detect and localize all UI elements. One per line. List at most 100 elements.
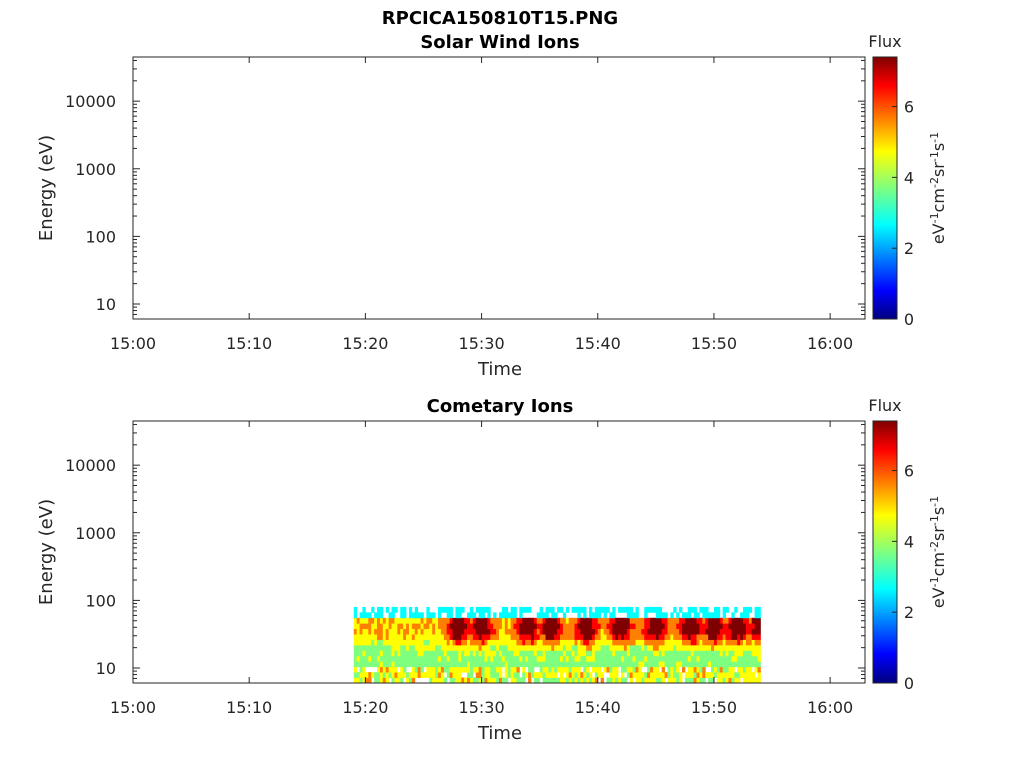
heatmap-cell bbox=[388, 617, 392, 624]
heatmap-cell bbox=[751, 677, 756, 684]
heatmap-cell bbox=[754, 650, 758, 657]
heatmap-cell bbox=[571, 661, 575, 668]
heatmap-cell bbox=[458, 655, 462, 662]
heatmap-cell bbox=[353, 666, 358, 673]
heatmap-cell bbox=[708, 617, 712, 624]
heatmap-cell bbox=[487, 634, 491, 640]
heatmap-cell bbox=[650, 639, 654, 646]
heatmap-cell bbox=[504, 655, 509, 662]
heatmap-cell bbox=[687, 661, 692, 668]
heatmap-cell bbox=[684, 617, 689, 624]
heatmap-cell bbox=[510, 623, 514, 630]
heatmap-cell bbox=[426, 623, 430, 630]
heatmap-cell bbox=[458, 677, 462, 684]
heatmap-cell bbox=[440, 650, 445, 657]
heatmap-cell bbox=[670, 628, 674, 635]
figure-title: RPCICA150810T15.PNG bbox=[382, 8, 618, 29]
heatmap-cell bbox=[699, 634, 703, 640]
heatmap-cell bbox=[458, 612, 462, 619]
heatmap-cell bbox=[435, 623, 439, 630]
heatmap-cell bbox=[690, 623, 695, 630]
heatmap-cell bbox=[629, 628, 634, 635]
heatmap-cell bbox=[591, 639, 596, 646]
heatmap-cell bbox=[719, 634, 724, 640]
heatmap-cell bbox=[475, 677, 480, 684]
heatmap-cell bbox=[606, 655, 610, 662]
heatmap-cell bbox=[516, 677, 520, 684]
y-tick-label: 10000 bbox=[65, 456, 116, 475]
heatmap-cell bbox=[589, 644, 593, 651]
heatmap-cell bbox=[435, 628, 439, 635]
heatmap-cell bbox=[708, 661, 712, 668]
heatmap-cell bbox=[472, 677, 477, 684]
heatmap-cell bbox=[629, 639, 634, 646]
heatmap-cell bbox=[365, 655, 369, 662]
heatmap-cell bbox=[618, 623, 622, 630]
heatmap-cell bbox=[362, 655, 366, 662]
heatmap-cell bbox=[615, 644, 619, 651]
heatmap-cell bbox=[621, 677, 625, 684]
heatmap-cell bbox=[603, 634, 607, 640]
heatmap-cell bbox=[414, 628, 419, 635]
heatmap-cell bbox=[388, 644, 392, 651]
heatmap-cell bbox=[565, 617, 570, 624]
heatmap-cell bbox=[667, 650, 671, 657]
heatmap-cell bbox=[455, 677, 459, 684]
heatmap-cell bbox=[420, 644, 424, 651]
heatmap-cell bbox=[435, 634, 439, 640]
heatmap-cell bbox=[731, 639, 735, 646]
heatmap-cell bbox=[533, 634, 538, 640]
heatmap-cell bbox=[365, 617, 369, 624]
heatmap-cell bbox=[455, 655, 459, 662]
heatmap-cell bbox=[432, 655, 436, 662]
heatmap-cell bbox=[696, 634, 700, 640]
heatmap-cell bbox=[667, 677, 671, 684]
heatmap-cell bbox=[374, 639, 378, 646]
heatmap-cell bbox=[658, 612, 663, 619]
heatmap-cell bbox=[705, 639, 709, 646]
heatmap-cell bbox=[400, 661, 404, 668]
heatmap-cell bbox=[629, 677, 634, 684]
heatmap-cell bbox=[548, 666, 552, 673]
heatmap-cell bbox=[478, 612, 482, 619]
heatmap-cell bbox=[708, 639, 712, 646]
heatmap-cell bbox=[452, 672, 456, 678]
heatmap-cell bbox=[406, 634, 410, 640]
heatmap-cell bbox=[501, 628, 506, 635]
heatmap-cell bbox=[469, 666, 474, 673]
heatmap-cell bbox=[609, 672, 613, 678]
colorbar-unit-label: eV-1cm-2sr-1s-1 bbox=[928, 132, 948, 244]
heatmap-cell bbox=[408, 606, 413, 613]
heatmap-cell bbox=[658, 606, 663, 613]
heatmap-cell bbox=[371, 644, 375, 651]
heatmap-cell bbox=[411, 612, 416, 619]
heatmap-cell bbox=[356, 672, 360, 678]
heatmap-cell bbox=[406, 617, 410, 624]
heatmap-cell bbox=[743, 650, 747, 657]
heatmap-cell bbox=[423, 634, 427, 640]
heatmap-cell bbox=[565, 606, 570, 613]
heatmap-cell bbox=[487, 628, 491, 635]
heatmap-cell bbox=[670, 655, 674, 662]
heatmap-cell bbox=[371, 634, 375, 640]
heatmap-cell bbox=[635, 617, 639, 624]
heatmap-cell bbox=[594, 606, 599, 613]
heatmap-cell bbox=[725, 666, 729, 673]
heatmap-cell bbox=[568, 655, 573, 662]
heatmap-cell bbox=[403, 634, 407, 640]
heatmap-cell bbox=[411, 623, 416, 630]
heatmap-cell bbox=[548, 672, 552, 678]
heatmap-cell bbox=[426, 628, 430, 635]
heatmap-cell bbox=[475, 672, 480, 678]
heatmap-cell bbox=[571, 672, 575, 678]
heatmap-cell bbox=[725, 617, 729, 624]
heatmap-cell bbox=[745, 639, 750, 646]
heatmap-cell bbox=[623, 655, 628, 662]
heatmap-cell bbox=[394, 623, 398, 630]
heatmap-cell bbox=[391, 644, 395, 651]
heatmap-cell bbox=[490, 650, 494, 657]
heatmap-cell bbox=[722, 617, 726, 624]
heatmap-cell bbox=[652, 628, 657, 635]
heatmap-cell bbox=[385, 655, 390, 662]
heatmap-cell bbox=[478, 661, 482, 668]
